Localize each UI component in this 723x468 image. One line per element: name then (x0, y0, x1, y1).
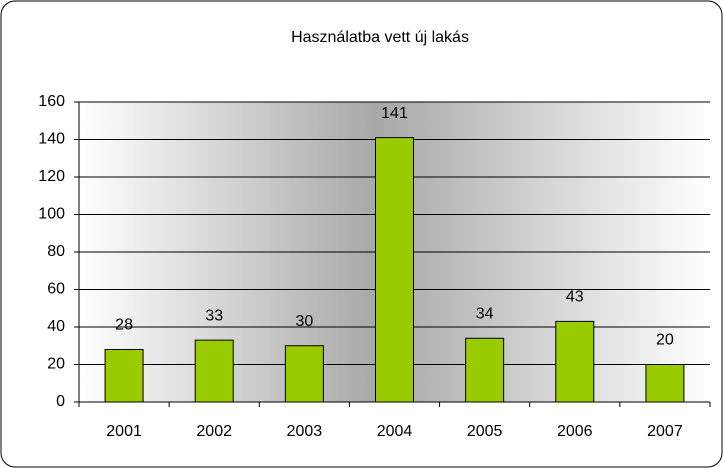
y-tick-label: 0 (56, 393, 65, 410)
x-tick-label: 2005 (467, 423, 503, 440)
data-label: 43 (566, 289, 584, 306)
y-tick-label: 60 (47, 281, 65, 298)
x-tick-label: 2006 (557, 423, 593, 440)
x-tick-label: 2003 (287, 423, 323, 440)
y-tick-label: 20 (47, 356, 65, 373)
data-label: 28 (115, 317, 133, 334)
y-tick-label: 120 (38, 168, 65, 185)
bar (194, 339, 234, 403)
bar (555, 320, 595, 403)
y-tick-label: 40 (47, 318, 65, 335)
bar (375, 137, 414, 403)
bar (465, 337, 505, 403)
y-tick-label: 80 (47, 243, 65, 260)
y-tick-label: 100 (38, 206, 65, 223)
chart-title: Használatba vett új lakás (291, 29, 469, 46)
bar (284, 345, 324, 403)
data-label: 30 (295, 313, 313, 330)
x-tick-label: 2004 (377, 423, 413, 440)
x-tick-label: 2002 (196, 423, 232, 440)
x-tick-label: 2007 (647, 423, 683, 440)
y-tick-label: 160 (38, 93, 65, 110)
data-label: 33 (205, 307, 223, 324)
data-label: 20 (656, 332, 674, 349)
data-label: 141 (381, 105, 408, 122)
bar (104, 349, 144, 403)
data-label: 34 (476, 305, 494, 322)
bar (645, 364, 685, 403)
x-tick-label: 2001 (106, 423, 142, 440)
y-tick-label: 140 (38, 131, 65, 148)
